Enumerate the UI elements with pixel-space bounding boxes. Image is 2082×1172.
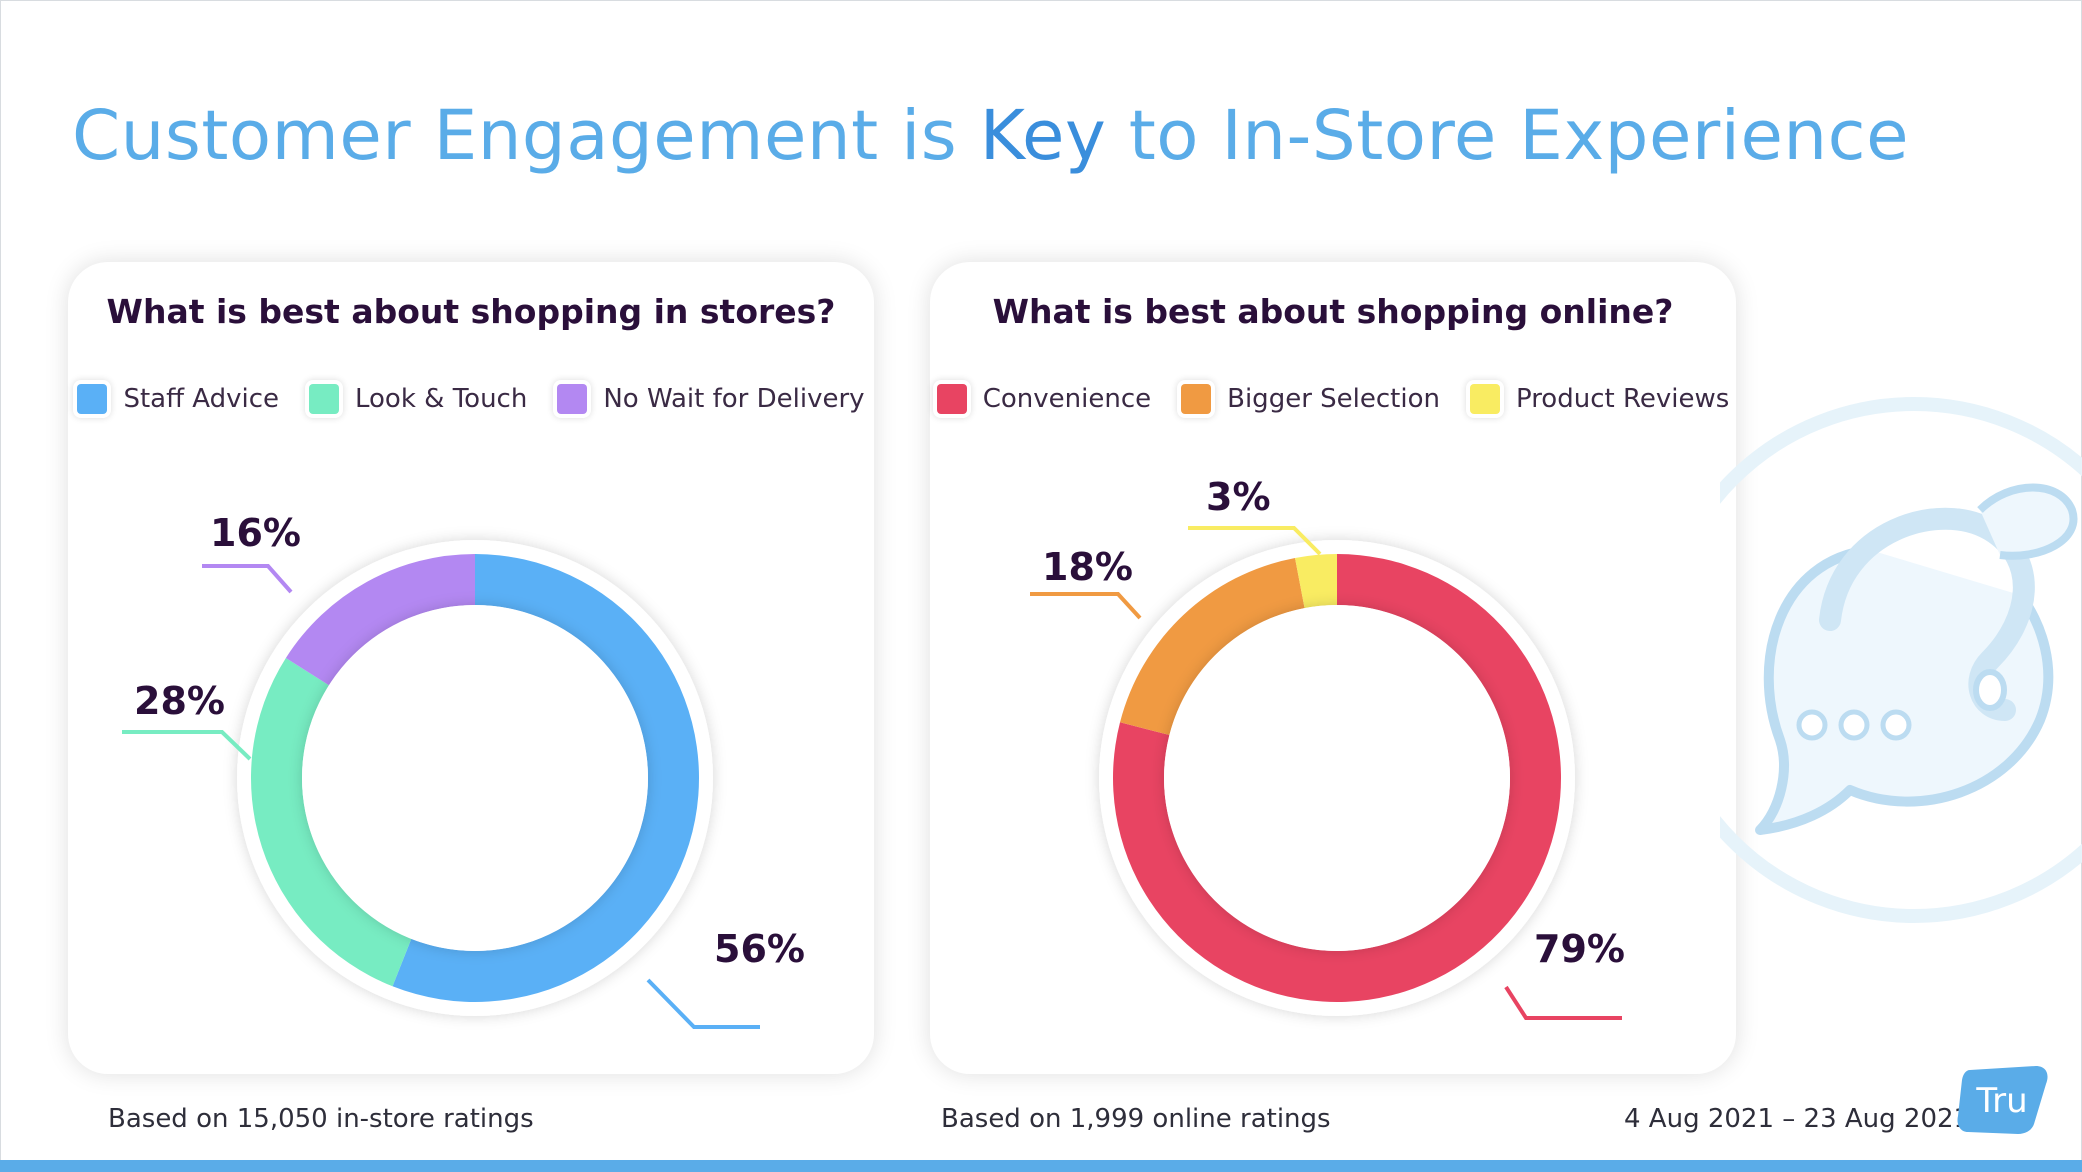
label-leader-line	[646, 978, 760, 1029]
tru-logo-icon: Tru	[1957, 1066, 2048, 1134]
legend-swatch	[557, 384, 588, 414]
legend-label: Staff Advice	[123, 384, 279, 414]
legend-item-bigger-selection: Bigger Selection	[1181, 384, 1440, 414]
donut-slice	[1295, 554, 1337, 609]
donut-hole	[302, 605, 648, 951]
data-label: 18%	[1042, 545, 1133, 589]
bottom-accent-bar	[0, 1160, 2082, 1172]
legend-label: No Wait for Delivery	[603, 384, 865, 414]
legend-label: Bigger Selection	[1227, 384, 1440, 414]
online-donut-chart: 79% 18% 3%	[1030, 475, 1625, 1020]
page-title: Customer Engagement is Key to In-Store E…	[72, 96, 1910, 176]
legend-item-convenience: Convenience	[936, 384, 1152, 414]
data-label: 16%	[210, 511, 301, 555]
online-chart-card: What is best about shopping online? Conv…	[930, 262, 1736, 1074]
donut-slice	[250, 657, 412, 987]
in-store-ratings-note: Based on 15,050 in-store ratings	[108, 1104, 534, 1134]
legend-swatch	[77, 384, 108, 414]
legend-swatch	[1181, 384, 1212, 414]
date-range: 4 Aug 2021 – 23 Aug 2021	[1624, 1104, 1971, 1134]
online-chart-title: What is best about shopping online?	[992, 292, 1674, 331]
title-key-word: Key	[979, 96, 1107, 176]
in-store-legend: Staff Advice Look & Touch No Wait for De…	[68, 384, 874, 414]
legend-swatch	[1469, 384, 1500, 414]
in-store-donut-chart: 56% 28% 16%	[122, 511, 805, 1029]
label-leader-line	[1188, 526, 1322, 556]
legend-item-product-reviews: Product Reviews	[1469, 384, 1730, 414]
legend-item-staff-advice: Staff Advice	[77, 384, 279, 414]
in-store-chart-card: What is best about shopping in stores? S…	[68, 262, 874, 1074]
legend-item-look-touch: Look & Touch	[309, 384, 527, 414]
label-leader-line	[122, 730, 252, 761]
label-leader-line	[202, 564, 293, 594]
speech-bubble-question-icon	[1720, 397, 2082, 923]
data-label: 3%	[1206, 475, 1271, 519]
data-label: 79%	[1534, 927, 1625, 971]
in-store-chart-title: What is best about shopping in stores?	[106, 292, 836, 331]
legend-item-no-wait: No Wait for Delivery	[557, 384, 865, 414]
data-label: 56%	[714, 927, 805, 971]
label-leader-line	[1504, 985, 1622, 1020]
legend-label: Convenience	[982, 384, 1152, 414]
donut-slice	[1120, 557, 1305, 735]
label-leader-line	[1030, 592, 1142, 620]
logo-text: Tru	[1975, 1081, 2027, 1121]
legend-label: Product Reviews	[1515, 384, 1730, 414]
online-legend: Convenience Bigger Selection Product Rev…	[930, 384, 1736, 414]
legend-swatch	[309, 384, 339, 414]
data-label: 28%	[134, 679, 225, 723]
online-ratings-note: Based on 1,999 online ratings	[941, 1104, 1331, 1134]
legend-label: Look & Touch	[355, 384, 528, 414]
legend-swatch	[936, 384, 967, 414]
donut-slice	[285, 554, 475, 686]
donut-slice	[392, 554, 699, 1002]
donut-hole	[1164, 605, 1510, 951]
